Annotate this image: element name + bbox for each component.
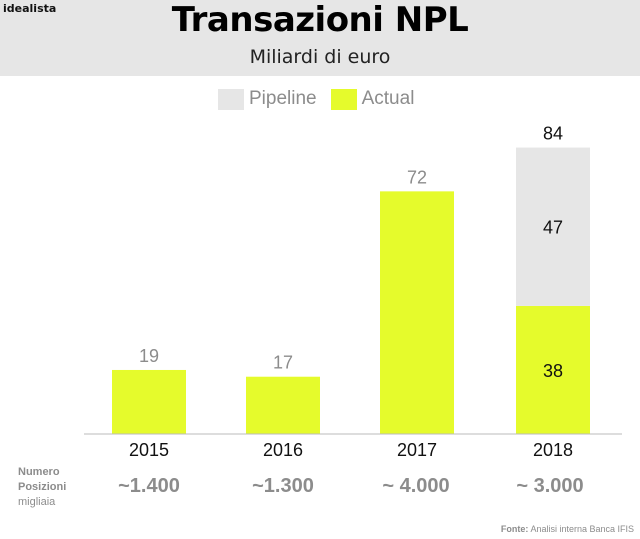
bar-actual-2015 <box>112 369 186 434</box>
positions-value-2018: ~ 3.000 <box>516 475 584 497</box>
bar-actual-2018 <box>516 305 590 434</box>
positions-value-2016: ~1.300 <box>252 475 314 497</box>
legend: Pipeline Actual <box>218 87 428 111</box>
x-tick-label-2018: 2018 <box>533 440 573 460</box>
page-subtitle: Miliardi di euro <box>249 46 391 68</box>
positions-label-line1: Numero <box>18 466 60 478</box>
positions-label-line2: Posizioni <box>18 481 67 493</box>
data-label-total-2018: 84 <box>543 124 563 144</box>
source-label: Fonte: <box>500 524 529 534</box>
bar-pipeline-2018 <box>516 147 590 306</box>
positions-label-line3: migliaia <box>18 496 56 508</box>
data-label-pipeline-2018: 47 <box>543 218 563 238</box>
data-label-total-2017: 72 <box>407 167 427 187</box>
x-tick-label-2017: 2017 <box>397 440 437 460</box>
legend-swatch-actual <box>330 88 357 110</box>
brand-logo: idealista <box>3 2 57 15</box>
bar-actual-2017 <box>380 191 454 434</box>
x-tick-label-2016: 2016 <box>263 440 303 460</box>
positions-value-2017: ~ 4.000 <box>382 475 450 497</box>
positions-label: Numero Posizioni migliaia <box>18 465 66 510</box>
header-band <box>0 0 640 76</box>
source-text: Analisi interna Banca IFIS <box>530 524 634 534</box>
x-tick-label-2015: 2015 <box>129 440 169 460</box>
legend-swatch-pipeline <box>218 88 244 110</box>
data-label-total-2015: 19 <box>139 346 159 366</box>
bar-actual-2016 <box>246 376 320 434</box>
data-label-actual-2018: 38 <box>543 361 563 381</box>
positions-value-2015: ~1.400 <box>118 475 180 497</box>
legend-item-pipeline: Pipeline <box>218 88 317 110</box>
page-title: Transazioni NPL <box>171 0 469 40</box>
legend-item-actual: Actual <box>330 88 415 110</box>
legend-label-actual: Actual <box>361 88 415 109</box>
legend-label-pipeline: Pipeline <box>249 88 317 109</box>
source-note: Fonte: Analisi interna Banca IFIS <box>501 524 634 534</box>
data-label-total-2016: 17 <box>273 353 293 373</box>
